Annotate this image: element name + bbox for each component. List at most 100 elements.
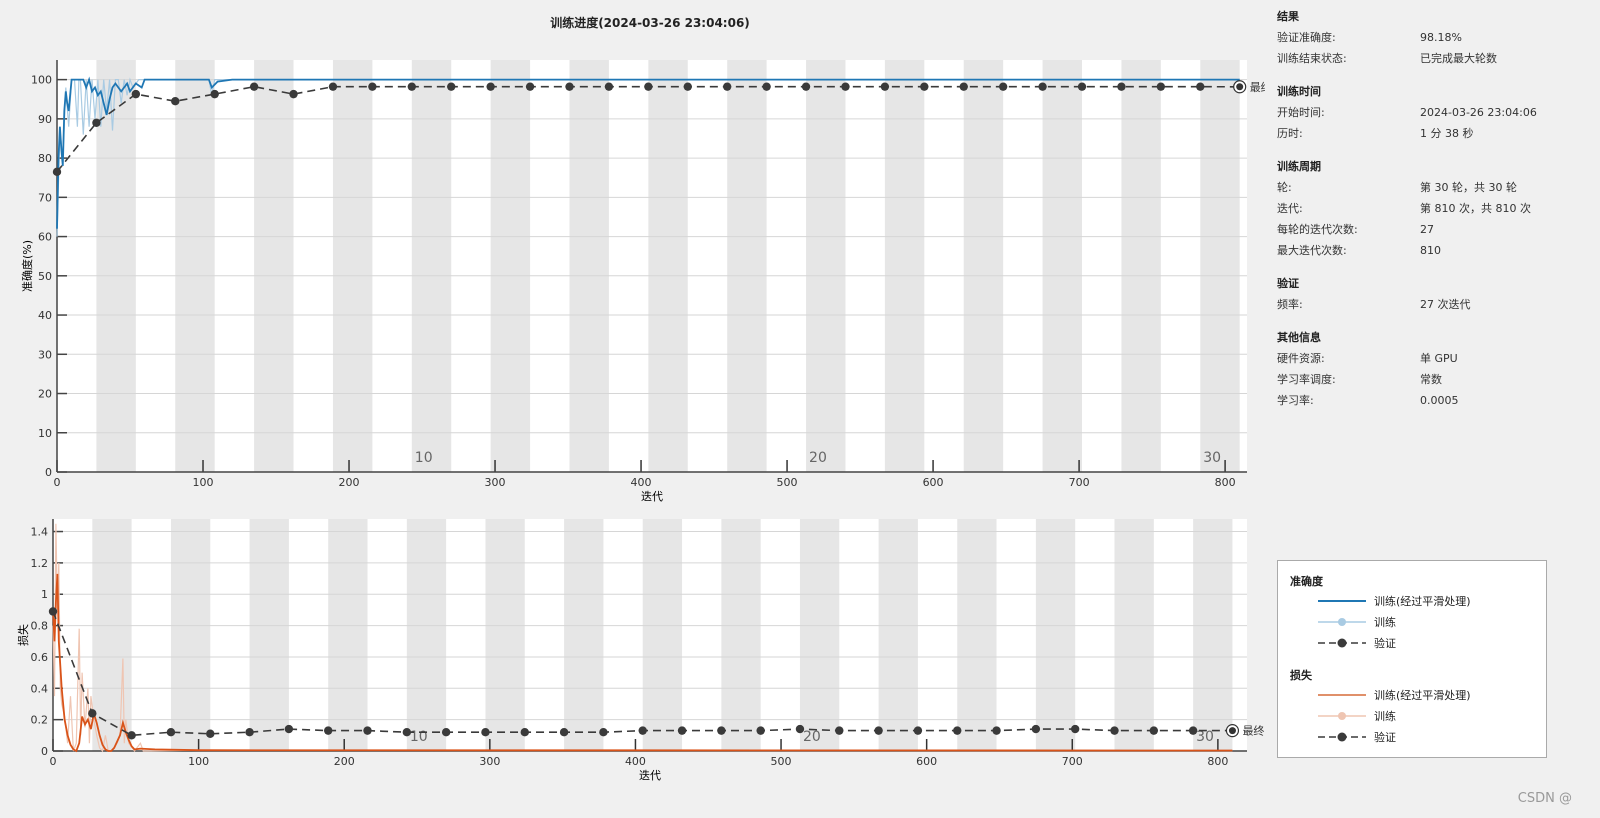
info-value: 810 [1420,244,1441,257]
section-title: 训练周期 [1277,160,1321,173]
validation-point [953,726,962,735]
legend: 准确度 训练(经过平滑处理) 训练 验证 损失 训练(经过平滑处理) 训练 验证 [1277,560,1547,758]
epoch-band [490,60,531,472]
epoch-band [564,519,604,751]
x-tick-label: 0 [50,755,57,768]
validation-point [368,82,377,91]
info-label: 验证准确度: [1277,31,1336,44]
legend-label: 训练 [1374,616,1396,629]
epoch-band [175,60,215,472]
training-smoothed-line [56,76,1240,229]
y-tick-label: 90 [38,113,52,126]
x-tick-label: 400 [631,476,652,489]
y-tick-label: 60 [38,231,52,244]
epoch-label: 30 [1196,729,1214,745]
legend-label: 验证 [1374,637,1396,650]
validation-point [48,607,58,616]
validation-point [1110,726,1119,735]
info-label: 硬件资源: [1277,352,1325,365]
info-value: 0.0005 [1420,394,1459,407]
validation-line-icon [1318,638,1366,648]
epoch-band [1200,60,1240,472]
epoch-label: 30 [1203,450,1221,466]
legend-label: 训练(经过平滑处理) [1374,689,1471,702]
validation-point [1117,82,1126,91]
validation-point [801,82,811,91]
validation-point [677,726,687,735]
validation-point [841,82,850,91]
y-tick-label: 70 [38,191,52,204]
info-row: 频率: 27 次迭代 [1277,294,1587,315]
epoch-label: 10 [415,450,433,466]
validation-line-icon [1318,732,1366,742]
validation-point [717,726,726,735]
validation-point [565,82,574,91]
y-axis-label: 损失 [16,624,30,646]
x-tick-label: 800 [1207,755,1228,768]
raw-line-icon [1318,712,1366,720]
validation-point [441,727,451,737]
legend-loss-smoothed: 训练(经过平滑处理) [1318,688,1471,702]
accuracy-chart: 0 10 20 30 40 50 60 70 80 90 100 0 100 200 300 400 500 60… [20,60,1265,503]
validation-point [127,731,136,740]
info-row: 硬件资源: 单 GPU [1277,348,1587,369]
raw-line-icon [1318,618,1366,626]
validation-point [683,82,692,91]
y-tick-label: 100 [31,74,52,87]
x-axis-label: 迭代 [639,769,661,782]
x-tick-label: 600 [923,476,944,489]
validation-point [762,82,771,91]
legend-accuracy-smoothed: 训练(经过平滑处理) [1318,594,1471,608]
final-marker [1228,727,1236,735]
validation-point [992,726,1001,735]
validation-point [92,118,101,127]
validation-point [407,82,417,91]
x-tick-label: 0 [54,476,61,489]
epoch-label: 20 [803,729,821,745]
validation-point [363,726,372,735]
validation-point [1070,724,1080,734]
validation-point [171,97,180,106]
validation-point [249,82,259,91]
validation-point [525,82,535,91]
x-tick-label: 200 [339,476,360,489]
info-row: 每轮的迭代次数: 27 [1277,219,1587,240]
validation-point [880,82,890,91]
validation-point [284,724,294,734]
epoch-band [642,519,683,751]
smoothed-line-icon [1318,600,1366,602]
validation-point [324,726,333,735]
x-tick-label: 100 [188,755,209,768]
validation-point [131,89,141,99]
epoch-band [878,519,918,751]
final-marker [1236,83,1244,91]
epoch-band [96,60,136,472]
y-tick-label: 20 [38,388,52,401]
validation-point [166,727,176,737]
info-row: 开始时间: 2024-03-26 23:04:06 [1277,102,1587,123]
epoch-band [1042,60,1083,472]
info-value: 27 [1420,223,1434,236]
info-row: 训练结束状态: 已完成最大轮数 [1277,48,1587,69]
validation-point [328,82,338,91]
section-title: 结果 [1277,10,1299,23]
info-value: 第 810 次，共 810 次 [1420,202,1531,215]
validation-point [920,82,929,91]
training-info-panel: 结果 验证准确度: 98.18% 训练结束状态: 已完成最大轮数 训练时间 开始时间: 202… [1277,6,1587,411]
validation-point [722,82,732,91]
x-tick-label: 200 [334,755,355,768]
y-tick-label: 50 [38,270,52,283]
epoch-band [806,60,846,472]
chart-title: 训练进度(2024-03-26 23:04:06) [550,16,750,30]
epoch-band [569,60,609,472]
validation-point [998,82,1008,91]
watermark: CSDN @ [1517,791,1572,806]
validation-point [1149,726,1159,735]
epoch-band [963,60,1004,472]
y-tick-label: 30 [38,348,52,361]
y-tick-label: 0.2 [31,714,49,727]
section-title: 验证 [1277,277,1299,290]
final-label: 最终 [1242,724,1264,738]
epoch-band [721,519,761,751]
x-tick-label: 500 [777,476,798,489]
